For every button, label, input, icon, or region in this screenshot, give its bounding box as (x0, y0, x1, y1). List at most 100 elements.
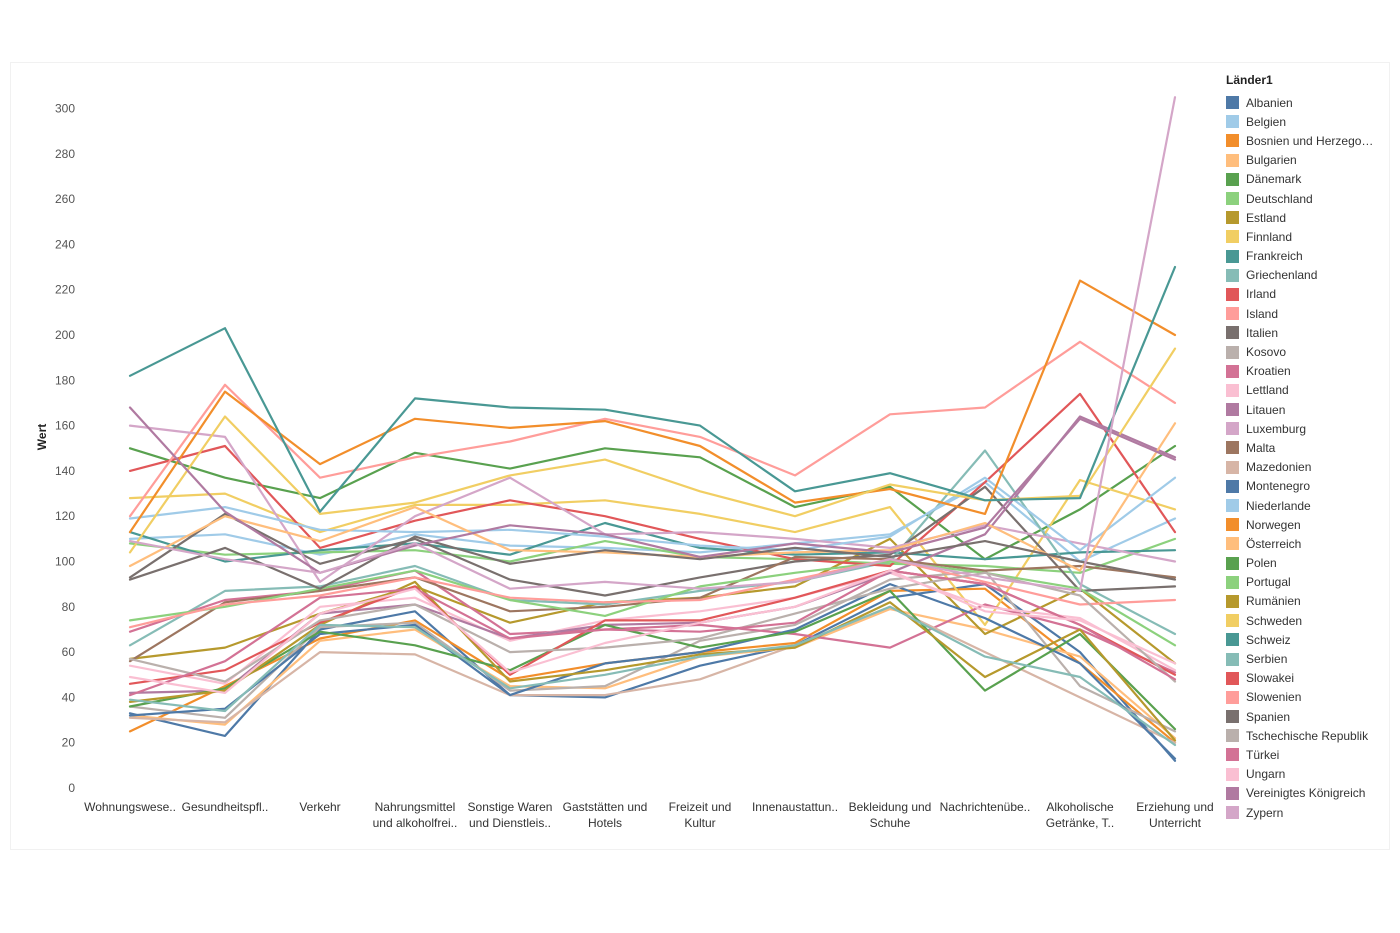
y-tick-label: 80 (62, 600, 76, 614)
legend-label: Island (1246, 306, 1279, 321)
legend-item-spanien[interactable]: Spanien (1226, 707, 1396, 726)
legend-item-kosovo[interactable]: Kosovo (1226, 342, 1396, 361)
y-tick-label: 100 (55, 555, 75, 569)
y-tick-label: 260 (55, 192, 75, 206)
series-line-danemark[interactable] (128, 444, 1177, 561)
legend-item-danemark[interactable]: Dänemark (1226, 170, 1396, 189)
legend-swatch (1226, 134, 1239, 148)
x-category-label: und alkoholfrei.. (373, 816, 458, 830)
legend-item-mazedonien[interactable]: Mazedonien (1226, 458, 1396, 477)
y-tick-label: 160 (55, 419, 75, 433)
legend-item-malta[interactable]: Malta (1226, 438, 1396, 457)
legend-item-luxemburg[interactable]: Luxemburg (1226, 419, 1396, 438)
series-line-bulgarien[interactable] (128, 607, 1177, 740)
legend-item-finnland[interactable]: Finnland (1226, 227, 1396, 246)
series-line-schweiz[interactable] (128, 265, 1177, 513)
legend-item-deutschland[interactable]: Deutschland (1226, 189, 1396, 208)
legend-swatch (1226, 115, 1239, 129)
legend-item-schweiz[interactable]: Schweiz (1226, 630, 1396, 649)
legend-item-rumanien[interactable]: Rumänien (1226, 592, 1396, 611)
series-line-spanien[interactable] (128, 535, 1177, 590)
legend-item-slowenien[interactable]: Slowenien (1226, 688, 1396, 707)
legend-item-island[interactable]: Island (1226, 304, 1396, 323)
series-line-vereinigtes-konigreich[interactable] (128, 406, 1177, 574)
series-line-tschechische-republik[interactable] (128, 571, 1177, 683)
series-line-frankreich[interactable] (128, 521, 1177, 563)
legend-item-griechenland[interactable]: Griechenland (1226, 266, 1396, 285)
legend-item-norwegen[interactable]: Norwegen (1226, 515, 1396, 534)
series-line-slowenien[interactable] (128, 558, 1177, 629)
legend-item-zypern[interactable]: Zypern (1226, 803, 1396, 822)
series-line-montenegro[interactable] (128, 582, 1177, 760)
legend-swatch (1226, 575, 1239, 589)
series-line-serbien[interactable] (128, 605, 1177, 747)
legend-item-serbien[interactable]: Serbien (1226, 649, 1396, 668)
series-line-luxemburg[interactable] (128, 424, 1177, 584)
legend-item-belgien[interactable]: Belgien (1226, 112, 1396, 131)
legend-item-bulgarien[interactable]: Bulgarien (1226, 151, 1396, 170)
legend-label: Norwegen (1246, 517, 1301, 532)
legend-item-ungarn[interactable]: Ungarn (1226, 765, 1396, 784)
legend-label: Griechenland (1246, 268, 1318, 283)
legend-swatch (1226, 211, 1239, 225)
series-line-niederlande[interactable] (128, 476, 1177, 552)
y-tick-label: 240 (55, 237, 75, 251)
legend-label: Zypern (1246, 805, 1284, 820)
legend-swatch (1226, 518, 1239, 532)
legend-label: Kosovo (1246, 345, 1287, 360)
legend-item-albanien[interactable]: Albanien (1226, 93, 1396, 112)
legend-item-osterreich[interactable]: Österreich (1226, 534, 1396, 553)
legend-label: Spanien (1246, 709, 1291, 724)
legend-item-schweden[interactable]: Schweden (1226, 611, 1396, 630)
legend-label: Montenegro (1246, 479, 1311, 494)
legend-label: Portugal (1246, 575, 1291, 590)
legend-item-italien[interactable]: Italien (1226, 323, 1396, 342)
series-line-lettland[interactable] (128, 571, 1177, 685)
series-line-italien[interactable] (128, 485, 1177, 597)
legend-label: Slowenien (1246, 690, 1302, 705)
x-category-label: Freizeit und (669, 800, 732, 814)
series-line-polen[interactable] (128, 589, 1177, 731)
series-line-irland[interactable] (128, 392, 1177, 568)
legend-label: Lettland (1246, 383, 1289, 398)
legend-item-polen[interactable]: Polen (1226, 554, 1396, 573)
legend-item-litauen[interactable]: Litauen (1226, 400, 1396, 419)
series-line-rumanien[interactable] (128, 580, 1177, 742)
legend-item-irland[interactable]: Irland (1226, 285, 1396, 304)
x-category-label: Sonstige Waren (468, 800, 553, 814)
legend-swatch (1226, 172, 1239, 186)
legend-item-montenegro[interactable]: Montenegro (1226, 477, 1396, 496)
legend-swatch (1226, 96, 1239, 110)
legend-item-niederlande[interactable]: Niederlande (1226, 496, 1396, 515)
series-line-norwegen[interactable] (128, 279, 1177, 534)
legend-item-vereinigtes-konigreich[interactable]: Vereinigtes Königreich (1226, 784, 1396, 803)
legend-swatch (1226, 345, 1239, 359)
y-tick-label: 40 (62, 690, 76, 704)
legend-item-portugal[interactable]: Portugal (1226, 573, 1396, 592)
legend-swatch (1226, 403, 1239, 417)
legend-label: Frankreich (1246, 249, 1303, 264)
legend-swatch (1226, 499, 1239, 513)
series-line-island[interactable] (128, 340, 1177, 518)
legend-item-frankreich[interactable]: Frankreich (1226, 247, 1396, 266)
legend-item-kroatien[interactable]: Kroatien (1226, 362, 1396, 381)
y-tick-label: 300 (55, 102, 75, 116)
legend-label: Estland (1246, 210, 1287, 225)
series-line-turkei[interactable] (128, 569, 1177, 697)
legend-item-tschechische-republik[interactable]: Tschechische Republik (1226, 726, 1396, 745)
legend-label: Belgien (1246, 114, 1287, 129)
legend-items: Albanien Belgien Bosnien und Herzego… Bulga… (1226, 93, 1396, 822)
series-line-zypern[interactable] (128, 96, 1177, 593)
legend-item-bosnien-und-herzego[interactable]: Bosnien und Herzego… (1226, 131, 1396, 150)
x-category-label: Nachrichtenübe.. (940, 800, 1031, 814)
legend-item-estland[interactable]: Estland (1226, 208, 1396, 227)
legend-label: Polen (1246, 556, 1277, 571)
legend-item-lettland[interactable]: Lettland (1226, 381, 1396, 400)
legend-label: Ungarn (1246, 767, 1286, 782)
series-line-ungarn[interactable] (128, 569, 1177, 695)
legend-item-turkei[interactable]: Türkei (1226, 745, 1396, 764)
legend-swatch (1226, 249, 1239, 263)
y-tick-label: 200 (55, 328, 75, 342)
legend-item-slowakei[interactable]: Slowakei (1226, 669, 1396, 688)
series-lines (128, 96, 1177, 762)
